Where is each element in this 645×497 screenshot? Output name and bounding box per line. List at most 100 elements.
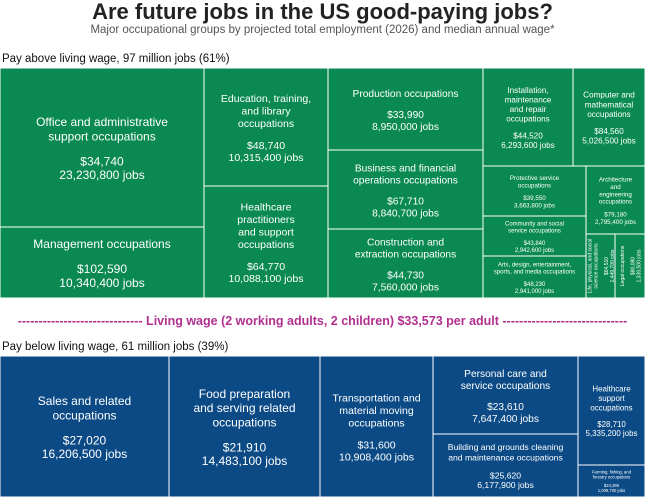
treemap-cell-above-installation-maintenance-and-repair-occupations: [482, 67, 574, 167]
treemap-label-group-legal-occupations: Legal occupations $80,080 1,339,500 jobs: [620, 245, 642, 286]
treemap-label-healthcare-support-occupations-1: support: [598, 394, 625, 403]
treemap-jobs-production-occupations: 8,950,000 jobs: [372, 122, 439, 133]
treemap-label-life-physical-and-social-science-occupations-0: Life, physical, and social: [588, 239, 594, 294]
treemap-wage-office-and-administrative-support-occupations: $34,740: [80, 154, 124, 168]
treemap-jobs-legal-occupations: 1,339,500 jobs: [636, 249, 642, 282]
treemap-label-sales-and-related-occupations-0: Sales and related: [38, 394, 131, 408]
treemap-cell-above-production-occupations: [327, 67, 484, 151]
chart-subtitle: Major occupational groups by projected t…: [90, 24, 555, 36]
treemap-wage-business-and-financial-operations-occupations: $67,710: [387, 197, 424, 208]
treemap-label-food-preparation-and-serving-related-occupations-1: and serving related: [193, 401, 295, 415]
treemap-label-healthcare-practitioners-and-support-occupations-0: Healthcare: [240, 202, 291, 214]
treemap-cell-above-office-and-administrative-support-occupations: [0, 67, 205, 228]
treemap-label-arts-design-entertainment-sports-and-media-occupations-1: sports, and media occupations: [494, 269, 575, 275]
treemap-jobs-healthcare-support-occupations: 5,335,200 jobs: [586, 429, 638, 438]
treemap-label-arts-design-entertainment-sports-and-media-occupations-0: Arts, design, entertainment,: [498, 262, 572, 268]
treemap-jobs-education-training-and-library-occupations: 10,315,400 jobs: [228, 152, 303, 164]
treemap-label-building-and-grounds-cleaning-and-maintenance-occupations-0: Building and grounds cleaning: [448, 442, 564, 452]
treemap-jobs-healthcare-practitioners-and-support-occupations: 10,088,100 jobs: [228, 273, 303, 285]
treemap-cell-below-sales-and-related-occupations: [0, 355, 170, 497]
treemap-label-group-management-occupations: Management occupations $102,59010,340,400…: [33, 237, 170, 290]
treemap-label-group-life-physical-and-social-science-occupations: Life, physical, and social science occupa…: [588, 239, 616, 294]
treemap-cell-below-building-and-grounds-cleaning-and-maintenance-occupations: [432, 433, 579, 497]
treemap-wage-personal-care-and-service-occupations: $23,610: [487, 402, 524, 413]
treemap-label-education-training-and-library-occupations-1: and library: [241, 105, 291, 117]
treemap-label-community-and-social-service-occupations-1: service occupations: [508, 228, 561, 234]
treemap-cell-above-healthcare-practitioners-and-support-occupations: [203, 185, 329, 299]
treemap-label-healthcare-practitioners-and-support-occupations-2: and support: [238, 227, 294, 239]
treemap-label-installation-maintenance-and-repair-occupations-2: and repair: [510, 105, 547, 114]
treemap-label-office-and-administrative-support-occupations-0: Office and administrative: [36, 115, 168, 129]
treemap-jobs-food-preparation-and-serving-related-occupations: 14,483,100 jobs: [202, 454, 287, 468]
treemap-cell-below-food-preparation-and-serving-related-occupations: [168, 355, 321, 497]
treemap-cell-above-arts-design-entertainment-sports-and-media-occupations: [482, 255, 587, 299]
treemap-label-farming-fishing-and-forestry-occupations-0: Farming, fishing, and: [592, 470, 632, 475]
treemap-label-healthcare-support-occupations-2: occupations: [590, 403, 632, 412]
treemap-wage-sales-and-related-occupations: $27,020: [63, 433, 107, 447]
treemap-label-food-preparation-and-serving-related-occupations-2: occupations: [212, 415, 276, 429]
treemap-label-life-physical-and-social-science-occupations-1: science occupations: [593, 243, 599, 289]
treemap-jobs-sales-and-related-occupations: 16,206,500 jobs: [42, 447, 127, 461]
treemap-label-personal-care-and-service-occupations-1: service occupations: [461, 381, 550, 392]
treemap-cell-above-education-training-and-library-occupations: [203, 67, 329, 187]
treemap-label-group-arts-design-entertainment-sports-and-media-occupations: Arts, design, entertainment,sports, and …: [494, 262, 575, 294]
treemap-cell-above-legal-occupations: [614, 233, 645, 299]
treemap-label-architecture-and-engineering-occupations-2: engineering: [599, 191, 632, 198]
chart-title: Are future jobs in the US good-paying jo…: [92, 0, 553, 24]
treemap-label-computer-and-mathematical-occupations-0: Computer and: [583, 91, 635, 100]
treemap-label-education-training-and-library-occupations-2: occupations: [238, 118, 294, 130]
treemap-jobs-arts-design-entertainment-sports-and-media-occupations: 2,941,000 jobs: [515, 289, 554, 295]
section-above-label: Pay above living wage, 97 million jobs (…: [2, 53, 230, 65]
treemap-wage-building-and-grounds-cleaning-and-maintenance-occupations: $25,620: [490, 470, 521, 480]
treemap-cell-below-farming-fishing-and-forestry-occupations: [577, 464, 645, 497]
treemap-label-business-and-financial-operations-occupations-1: operations occupations: [353, 175, 458, 186]
treemap-jobs-transportation-and-material-moving-occupations: 10,908,400 jobs: [339, 452, 414, 464]
treemap-jobs-building-and-grounds-cleaning-and-maintenance-occupations: 6,177,900 jobs: [477, 480, 534, 490]
treemap-label-healthcare-support-occupations-0: Healthcare: [592, 385, 631, 394]
treemap-label-business-and-financial-operations-occupations-0: Business and financial: [355, 163, 456, 174]
treemap-wage-production-occupations: $33,990: [387, 110, 424, 121]
treemap-label-management-occupations-0: Management occupations: [33, 237, 170, 251]
treemap-wage-education-training-and-library-occupations: $48,740: [247, 140, 285, 152]
treemap-label-architecture-and-engineering-occupations-0: Architecture: [599, 177, 633, 184]
treemap-jobs-office-and-administrative-support-occupations: 23,230,800 jobs: [59, 168, 144, 182]
treemap-wage-construction-and-extraction-occupations: $44,730: [387, 271, 424, 282]
treemap-wage-healthcare-support-occupations: $28,710: [597, 420, 626, 429]
treemap-label-architecture-and-engineering-occupations-3: occupations: [599, 199, 632, 206]
treemap-jobs-life-physical-and-social-science-occupations: 1,449,700 jobs: [610, 249, 616, 282]
treemap-jobs-installation-maintenance-and-repair-occupations: 6,293,600 jobs: [501, 141, 555, 150]
treemap-cell-above-computer-and-mathematical-occupations: [572, 67, 645, 167]
treemap-wage-management-occupations: $102,590: [77, 262, 127, 276]
treemap-label-computer-and-mathematical-occupations-1: mathematical: [585, 100, 634, 109]
treemap-wage-community-and-social-service-occupations: $43,840: [524, 241, 546, 247]
treemap-wage-life-physical-and-social-science-occupations: $64,510: [604, 257, 610, 275]
treemap-cell-below-transportation-and-material-moving-occupations: [319, 355, 434, 497]
treemap-label-legal-occupations-0: Legal occupations: [620, 245, 626, 286]
treemap-wage-healthcare-practitioners-and-support-occupations: $64,770: [247, 261, 285, 273]
treemap-wage-installation-maintenance-and-repair-occupations: $44,520: [513, 132, 543, 141]
treemap-label-personal-care-and-service-occupations-0: Personal care and: [464, 369, 547, 380]
treemap-jobs-business-and-financial-operations-occupations: 8,840,700 jobs: [372, 208, 439, 219]
treemap-wage-transportation-and-material-moving-occupations: $31,600: [357, 439, 395, 451]
treemap-label-construction-and-extraction-occupations-0: Construction and: [367, 237, 444, 248]
treemap-label-healthcare-practitioners-and-support-occupations-1: practitioners: [237, 214, 294, 226]
treemap-jobs-community-and-social-service-occupations: 2,942,600 jobs: [515, 248, 554, 254]
treemap-cell-above-life-physical-and-social-science-occupations: [585, 233, 616, 299]
treemap-jobs-farming-fishing-and-forestry-occupations: 1,009,700 jobs: [598, 488, 625, 493]
treemap-label-office-and-administrative-support-occupations-1: support occupations: [48, 129, 155, 143]
treemap-label-protective-service-occupations-1: occupations: [518, 182, 551, 189]
treemap-label-installation-maintenance-and-repair-occupations-1: maintenance: [505, 95, 552, 104]
treemap-label-building-and-grounds-cleaning-and-maintenance-occupations-1: and maintenance occupations: [448, 452, 563, 462]
treemap-wage-computer-and-mathematical-occupations: $84,560: [594, 127, 624, 136]
